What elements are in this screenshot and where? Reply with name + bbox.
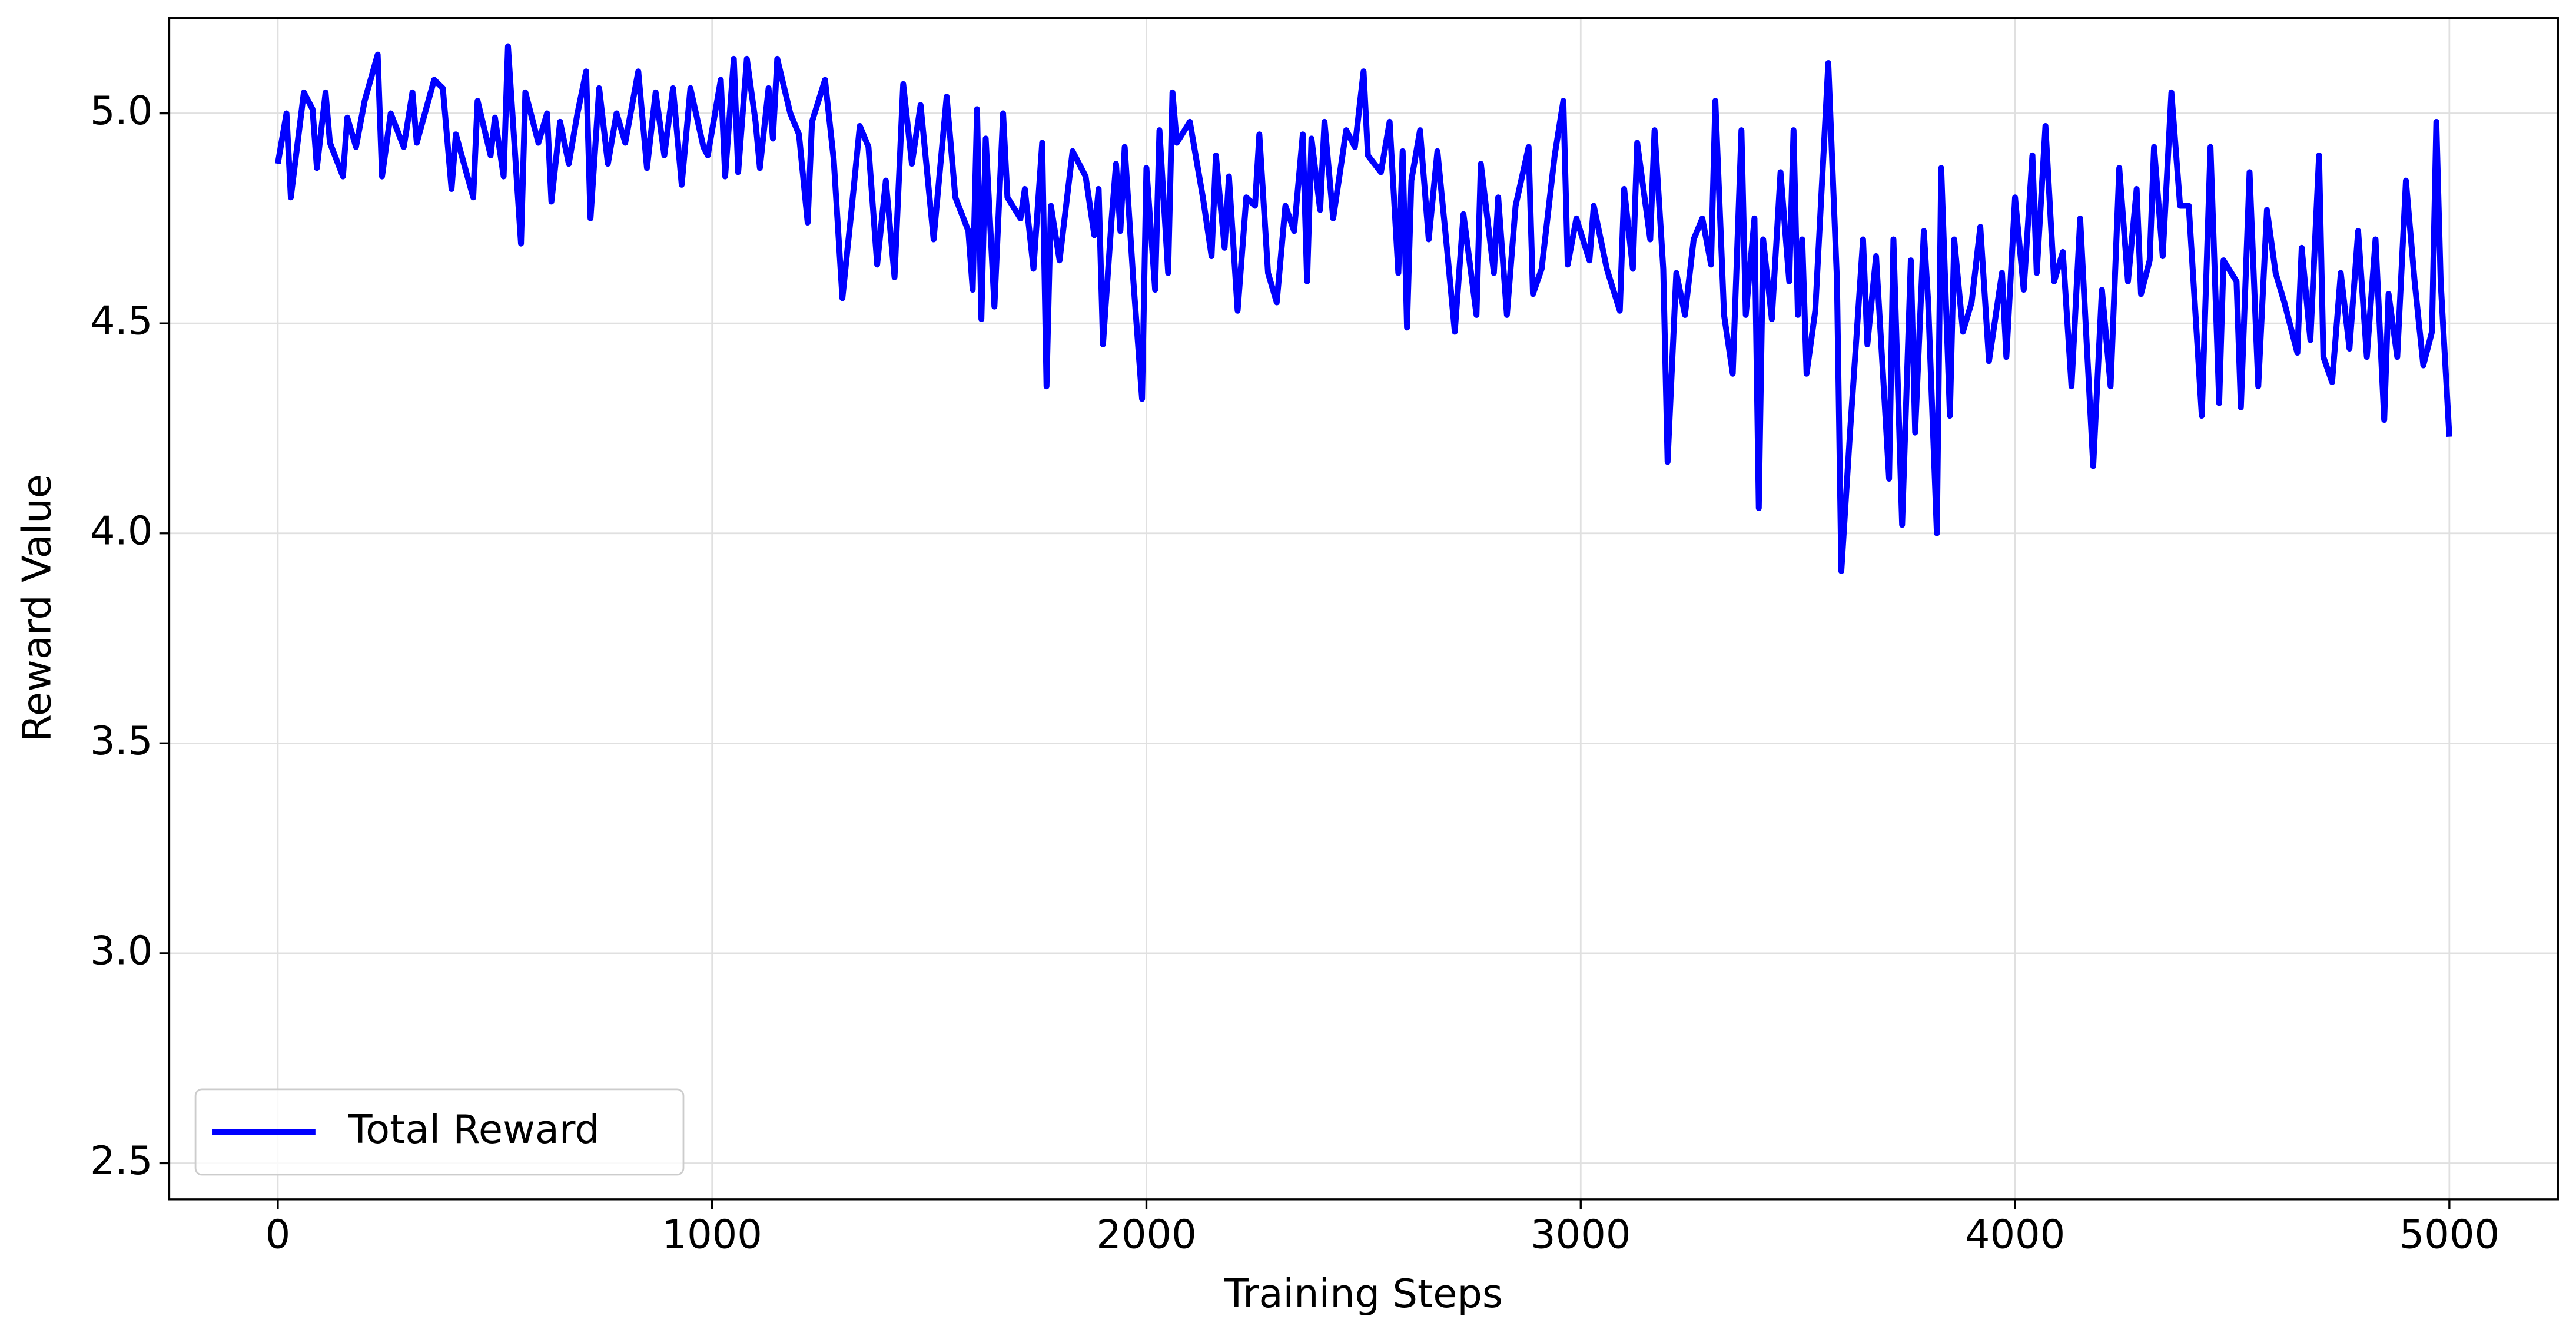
y-tick-label: 2.5 [90,1138,153,1184]
legend-box [194,1088,685,1176]
y-tick-label: 4.0 [90,508,153,554]
line [274,43,2452,574]
y-axis-label: Reward Value [14,474,60,742]
x-tick-label: 4000 [1965,1212,2065,1258]
y-tick-label: 3.0 [90,927,153,973]
y-tick-label: 3.5 [90,718,153,764]
x-tick-label: 0 [265,1212,291,1258]
plot-frame [168,17,2559,1201]
x-axis-label: Training Steps [1224,1271,1503,1317]
x-tick-label: 5000 [2399,1212,2499,1258]
x-tick-label: 2000 [1096,1212,1196,1258]
x-tick-label: 3000 [1531,1212,1631,1258]
legend-label: Total Reward [348,1106,600,1152]
x-tick-label: 1000 [662,1212,762,1258]
y-tick-label: 4.5 [90,298,153,344]
y-tick-label: 5.0 [90,88,153,134]
